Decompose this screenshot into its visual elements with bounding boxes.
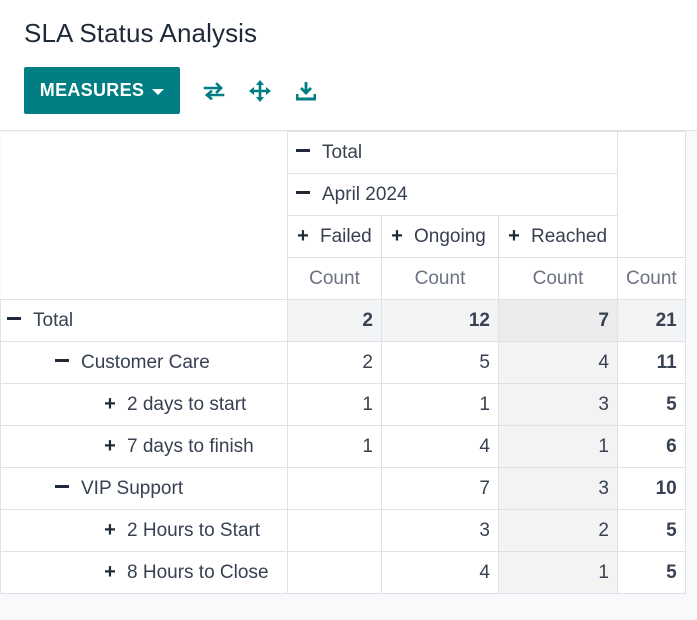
cell-value[interactable]: 5 bbox=[381, 341, 499, 384]
cell-value[interactable]: 2 bbox=[287, 299, 382, 342]
expand-icon: + bbox=[391, 225, 403, 247]
cell-value[interactable]: 12 bbox=[381, 299, 499, 342]
page-title: SLA Status Analysis bbox=[24, 18, 258, 48]
cell-value[interactable]: 5 bbox=[617, 551, 686, 594]
pivot-corner bbox=[0, 131, 288, 300]
pivot-table: Total April 2024 + Failed + Ongoing + Reach… bbox=[0, 131, 686, 594]
measure-header[interactable]: Count bbox=[498, 257, 618, 300]
collapse-icon bbox=[296, 190, 310, 194]
expand-icon: + bbox=[104, 393, 116, 415]
cell-value[interactable]: 4 bbox=[381, 551, 499, 594]
row-header[interactable]: Total bbox=[0, 299, 288, 342]
expand-icon: + bbox=[297, 225, 309, 247]
measure-header[interactable]: Count bbox=[381, 257, 499, 300]
row-header[interactable]: VIP Support bbox=[0, 467, 288, 510]
table-row: +2 Hours to Start 3 2 5 bbox=[0, 509, 686, 552]
collapse-icon bbox=[7, 316, 21, 320]
measure-header[interactable]: Count bbox=[287, 257, 382, 300]
cell-value[interactable]: 7 bbox=[498, 299, 618, 342]
cell-value[interactable]: 3 bbox=[498, 383, 618, 426]
cell-value[interactable]: 1 bbox=[498, 425, 618, 468]
measures-label: MEASURES bbox=[39, 80, 145, 100]
col-header-ongoing[interactable]: + Ongoing bbox=[381, 215, 499, 258]
cell-value[interactable]: 1 bbox=[498, 551, 618, 594]
cell-value[interactable]: 1 bbox=[381, 383, 499, 426]
pivot-toolbar: MEASURES bbox=[24, 67, 320, 114]
expand-icon: + bbox=[104, 519, 116, 541]
cell-value[interactable]: 2 bbox=[498, 509, 618, 552]
cell-value[interactable]: 1 bbox=[287, 425, 382, 468]
table-row: +7 days to finish 1 4 1 6 bbox=[0, 425, 686, 468]
expand-all-icon[interactable] bbox=[246, 77, 274, 105]
cell-value[interactable]: 21 bbox=[617, 299, 686, 342]
cell-value[interactable] bbox=[287, 551, 382, 594]
table-row: Customer Care 2 5 4 11 bbox=[0, 341, 686, 384]
expand-icon: + bbox=[508, 225, 520, 247]
row-header[interactable]: +7 days to finish bbox=[0, 425, 288, 468]
expand-icon: + bbox=[104, 435, 116, 457]
collapse-icon bbox=[55, 484, 69, 488]
cell-value[interactable]: 1 bbox=[287, 383, 382, 426]
cell-value[interactable]: 7 bbox=[381, 467, 499, 510]
pivot-view: Total April 2024 + Failed + Ongoing + Reach… bbox=[0, 130, 697, 620]
total-col-spacer bbox=[617, 131, 686, 258]
cell-value[interactable] bbox=[287, 467, 382, 510]
caret-down-icon bbox=[152, 88, 165, 95]
table-row: +8 Hours to Close 4 1 5 bbox=[0, 551, 686, 594]
col-header-failed[interactable]: + Failed bbox=[287, 215, 382, 258]
col-header-total[interactable]: Total bbox=[287, 131, 618, 174]
table-row: VIP Support 7 3 10 bbox=[0, 467, 686, 510]
row-header[interactable]: +2 Hours to Start bbox=[0, 509, 288, 552]
cell-value[interactable]: 10 bbox=[617, 467, 686, 510]
table-row: Total 2 12 7 21 bbox=[0, 299, 686, 342]
flip-axis-icon[interactable] bbox=[200, 77, 228, 105]
row-header[interactable]: Customer Care bbox=[0, 341, 288, 384]
measures-button[interactable]: MEASURES bbox=[24, 67, 180, 114]
collapse-icon bbox=[55, 358, 69, 362]
cell-value[interactable]: 5 bbox=[617, 383, 686, 426]
collapse-icon bbox=[296, 148, 310, 152]
cell-value[interactable]: 2 bbox=[287, 341, 382, 384]
cell-value[interactable]: 11 bbox=[617, 341, 686, 384]
cell-value[interactable] bbox=[287, 509, 382, 552]
table-row: +2 days to start 1 1 3 5 bbox=[0, 383, 686, 426]
cell-value[interactable]: 3 bbox=[498, 467, 618, 510]
cell-value[interactable]: 5 bbox=[617, 509, 686, 552]
download-icon[interactable] bbox=[292, 77, 320, 105]
cell-value[interactable]: 3 bbox=[381, 509, 499, 552]
measure-header[interactable]: Count bbox=[617, 257, 686, 300]
expand-icon: + bbox=[104, 561, 116, 583]
cell-value[interactable]: 4 bbox=[381, 425, 499, 468]
col-header-period[interactable]: April 2024 bbox=[287, 173, 618, 216]
cell-value[interactable]: 6 bbox=[617, 425, 686, 468]
col-header-reached[interactable]: + Reached bbox=[498, 215, 618, 258]
cell-value[interactable]: 4 bbox=[498, 341, 618, 384]
row-header[interactable]: +8 Hours to Close bbox=[0, 551, 288, 594]
row-header[interactable]: +2 days to start bbox=[0, 383, 288, 426]
